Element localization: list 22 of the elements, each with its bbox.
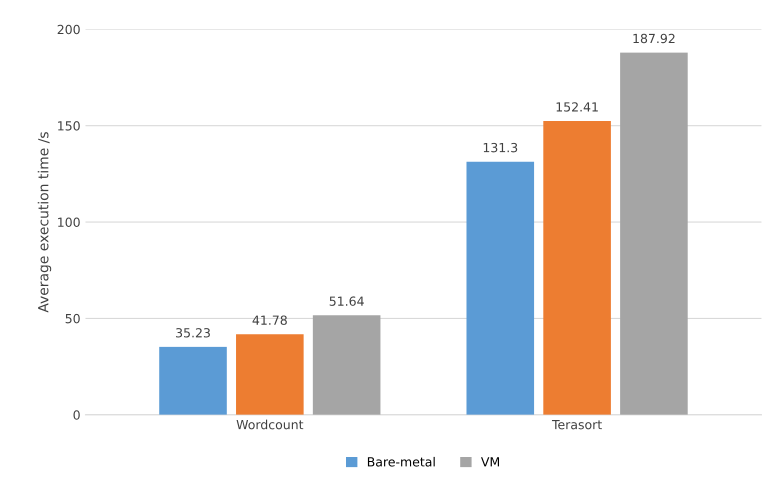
y-tick-label: 0	[73, 410, 80, 420]
bar	[236, 334, 304, 415]
bar	[543, 121, 611, 415]
data-label: 51.64	[330, 296, 364, 306]
x-tick-label: Terasort	[552, 420, 602, 430]
data-label: 152.41	[556, 102, 598, 112]
bar	[159, 346, 227, 415]
data-label: 131.3	[484, 142, 518, 152]
x-tick-label: Wordcount	[236, 420, 304, 430]
legend-label: VM	[480, 457, 500, 466]
legend-label: Bare-metal	[368, 456, 435, 467]
y-tick-label: 50	[66, 314, 80, 324]
bar	[620, 52, 688, 415]
bar	[312, 315, 380, 415]
y-tick-label: 200	[58, 24, 80, 34]
data-label: 187.92	[633, 34, 675, 44]
data-label: 41.78	[252, 315, 287, 325]
bar	[466, 162, 534, 415]
data-label: 35.23	[176, 328, 210, 338]
y-tick-label: 100	[58, 218, 80, 227]
y-tick-label: 150	[58, 121, 80, 131]
y-axis-title: Average execution time /s	[38, 132, 52, 313]
